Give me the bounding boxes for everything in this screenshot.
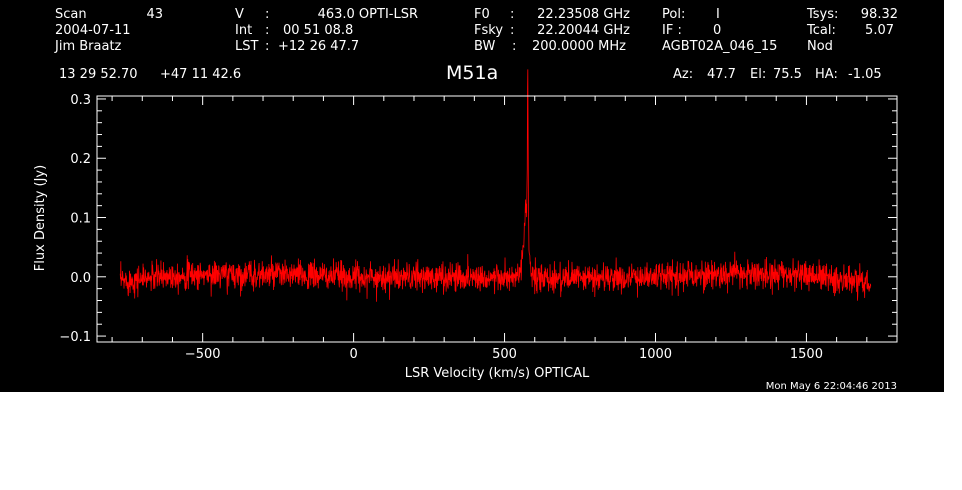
el-value: 75.5 (773, 67, 802, 82)
right-ascension: 13 29 52.70 (59, 67, 138, 82)
ha-label: HA: (815, 67, 838, 82)
x-axis-title: LSR Velocity (km/s) OPTICAL (405, 366, 590, 381)
observation-date: 2004-07-11 (55, 23, 131, 38)
f0-value: 22.23508 GHz (537, 7, 630, 22)
if-value: 0 (713, 23, 721, 38)
y-tick-label: 0.1 (70, 212, 91, 227)
velocity-separator: : (265, 7, 269, 22)
bw-value: 200.0000 MHz (532, 39, 626, 54)
velocity-label: V (235, 7, 244, 22)
plot-frame (96, 95, 898, 343)
if-label: IF : (662, 23, 682, 38)
lst-value: +12 26 47.7 (278, 39, 359, 54)
f0-separator: : (510, 7, 514, 22)
pol-label: Pol: (662, 7, 685, 22)
el-label: El: (750, 67, 766, 82)
bw-separator: : (512, 39, 516, 54)
scan-value: 43 (146, 7, 163, 22)
plot-window: Scan 43 2004-07-11 Jim Braatz V : 463.0 … (0, 0, 944, 392)
y-tick-label: −0.1 (59, 330, 91, 345)
ha-value: -1.05 (848, 67, 882, 82)
fsky-value: 22.20044 GHz (537, 23, 630, 38)
tcal-label: Tcal: (806, 23, 836, 38)
tsys-label: Tsys: (806, 7, 838, 22)
lst-label: LST (235, 39, 258, 54)
bw-label: BW (474, 39, 495, 54)
x-tick-label: 0 (349, 347, 357, 362)
tcal-value: 5.07 (865, 23, 894, 38)
x-tick-label: −500 (185, 347, 221, 362)
spectrum-series-line (119, 69, 872, 302)
x-tick-label: 500 (492, 347, 517, 362)
x-tick-label: 1500 (790, 347, 823, 362)
y-tick-label: 0.2 (70, 152, 91, 167)
pol-value: I (716, 7, 720, 22)
fsky-label: Fsky (474, 23, 503, 38)
f0-label: F0 (474, 7, 490, 22)
fsky-separator: : (510, 23, 514, 38)
x-tick-label: 1000 (639, 347, 672, 362)
int-separator: : (265, 23, 269, 38)
az-label: Az: (673, 67, 693, 82)
int-value: 00 51 08.8 (283, 23, 353, 38)
scan-label: Scan (55, 7, 87, 22)
velocity-value: 463.0 OPTI-LSR (318, 7, 418, 22)
y-tick-label: 0.0 (70, 271, 91, 286)
az-value: 47.7 (707, 67, 736, 82)
int-label: Int (235, 23, 252, 38)
declination: +47 11 42.6 (160, 67, 241, 82)
y-axis-title: Flux Density (Jy) (33, 165, 48, 271)
tsys-value: 98.32 (861, 7, 898, 22)
spectrum-plot: Scan 43 2004-07-11 Jim Braatz V : 463.0 … (33, 7, 898, 392)
y-tick-label: 0.3 (70, 93, 91, 108)
project-id: AGBT02A_046_15 (662, 39, 777, 54)
lst-separator: : (265, 39, 269, 54)
observer-name: Jim Braatz (54, 39, 122, 54)
observing-mode: Nod (807, 39, 833, 54)
source-name: M51a (446, 62, 498, 84)
render-timestamp: Mon May 6 22:04:46 2013 (766, 381, 897, 392)
